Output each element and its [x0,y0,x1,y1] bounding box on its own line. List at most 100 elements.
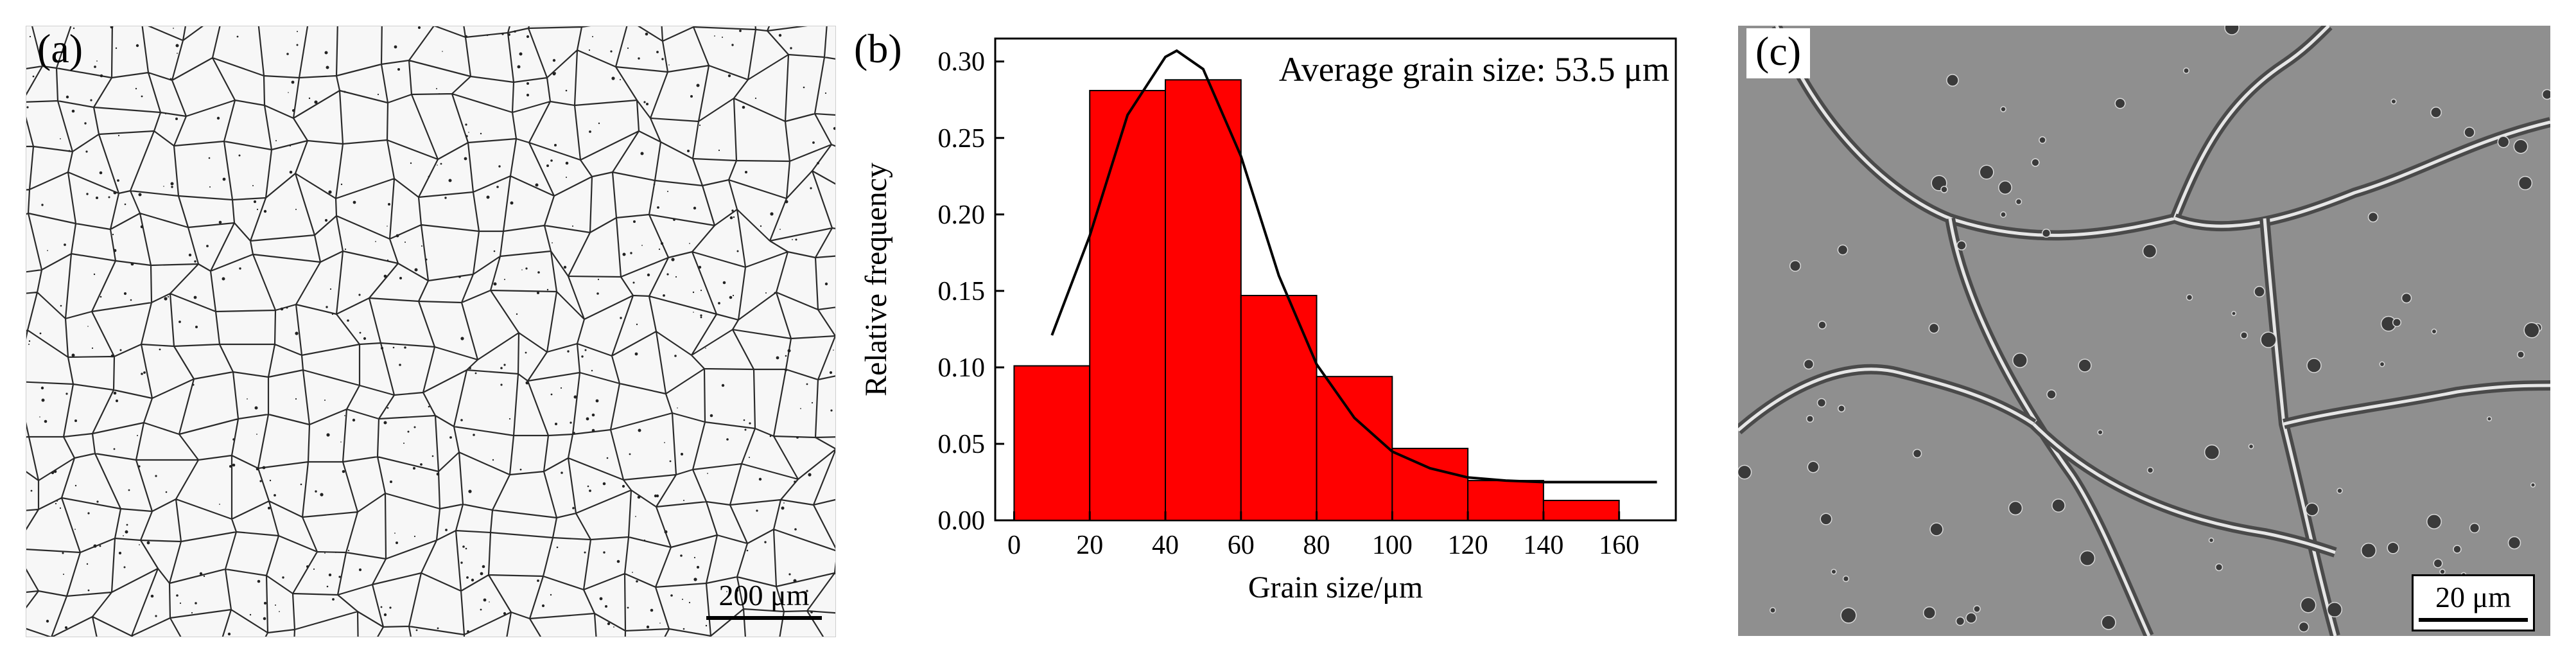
precipitate-dot [436,88,437,89]
pit [2453,545,2462,554]
precipitate-dot [254,406,258,410]
precipitate-dot [573,432,575,434]
precipitate-dot [467,630,469,633]
precipitate-dot [155,615,157,617]
pit [1998,181,2012,195]
precipitate-dot [483,598,487,602]
precipitate-dot [428,405,430,408]
precipitate-dot [170,78,172,80]
scale-bar-a-label: 200 μm [718,579,810,612]
pit [1928,322,1940,334]
precipitate-dot [696,84,700,87]
precipitate-dot [236,35,239,38]
precipitate-dot [449,436,452,439]
grain-boundary-highlight [2032,423,2336,554]
precipitate-dot [493,250,496,252]
precipitate-dot [358,568,362,572]
scale-bar-a: 200 μm [706,578,822,620]
precipitate-dot [607,622,611,626]
precipitate-dot [331,313,334,315]
pit [1837,244,1849,256]
precipitate-dot [232,463,236,467]
precipitate-dot [397,68,400,71]
histogram-bar-2 [1089,89,1167,521]
precipitate-dot [123,535,124,536]
precipitate-dot [765,292,767,294]
precipitate-dot [677,407,678,409]
precipitate-dot [643,101,646,103]
precipitate-dot [352,418,356,422]
precipitate-dot [328,190,332,194]
precipitate-dot [664,530,668,534]
precipitate-dot [635,516,636,517]
pit [2387,542,2399,554]
precipitate-dot [742,105,745,109]
pit [2379,361,2385,367]
precipitate-dot [96,500,99,503]
histogram-bar-8 [1542,500,1620,521]
precipitate-dot [688,601,691,604]
precipitate-dot [286,53,289,55]
pit [2367,211,2379,223]
precipitate-dot [445,529,448,531]
pit [2430,107,2442,118]
precipitate-dot [526,93,530,97]
precipitate-dot [504,279,505,280]
precipitate-dot [610,50,613,53]
precipitate-dot [718,302,720,304]
y-tick-label: 0.20 [938,200,986,230]
precipitate-dot [39,332,42,335]
precipitate-dot [263,601,267,605]
pit [2433,558,2443,569]
precipitate-dot [295,398,297,400]
precipitate-dot [112,233,114,236]
precipitate-dot [383,421,387,425]
precipitate-dot [500,383,503,386]
pit [2507,536,2521,550]
precipitate-dot [86,563,89,565]
pit [2497,136,2510,148]
precipitate-dot [661,58,664,60]
precipitate-dot [444,197,447,199]
pit [2390,98,2397,105]
pit [1818,321,1827,330]
pit [2439,569,2446,575]
precipitate-dot [537,292,539,294]
bar-group [1013,79,1620,522]
precipitate-dot [123,292,127,295]
precipitate-dot [598,122,600,125]
precipitate-dot [306,565,309,568]
precipitate-dot [84,122,87,125]
precipitate-dot [613,626,614,628]
pit [2337,488,2343,494]
precipitate-dot [732,294,735,297]
precipitate-dot [143,371,146,374]
histogram-bar-4 [1240,295,1318,521]
precipitate-dot [707,473,708,474]
precipitate-dot [410,162,412,164]
precipitate-dot [173,28,174,29]
precipitate-dot [675,276,677,278]
precipitate-dot [537,271,540,274]
pit [1842,575,1850,583]
precipitate-dot [829,371,833,375]
precipitate-dot [175,44,179,48]
precipitate-dot [222,277,225,281]
precipitate-dot [700,314,702,317]
precipitate-dot [390,480,392,483]
precipitate-dot [687,150,690,152]
precipitate-dot [405,242,406,243]
precipitate-dot [616,560,620,563]
precipitate-dot [130,299,132,301]
precipitate-dot [113,448,116,450]
pit [1807,461,1820,473]
precipitate-dot [135,87,137,90]
precipitate-dot [403,443,405,444]
pit [2041,228,2051,238]
pit [1922,606,1936,620]
pit [2051,498,2066,513]
precipitate-dot [28,344,30,345]
y-tick-label: 0.30 [938,48,986,77]
precipitate-dot [622,484,625,488]
pit [1803,358,1815,370]
